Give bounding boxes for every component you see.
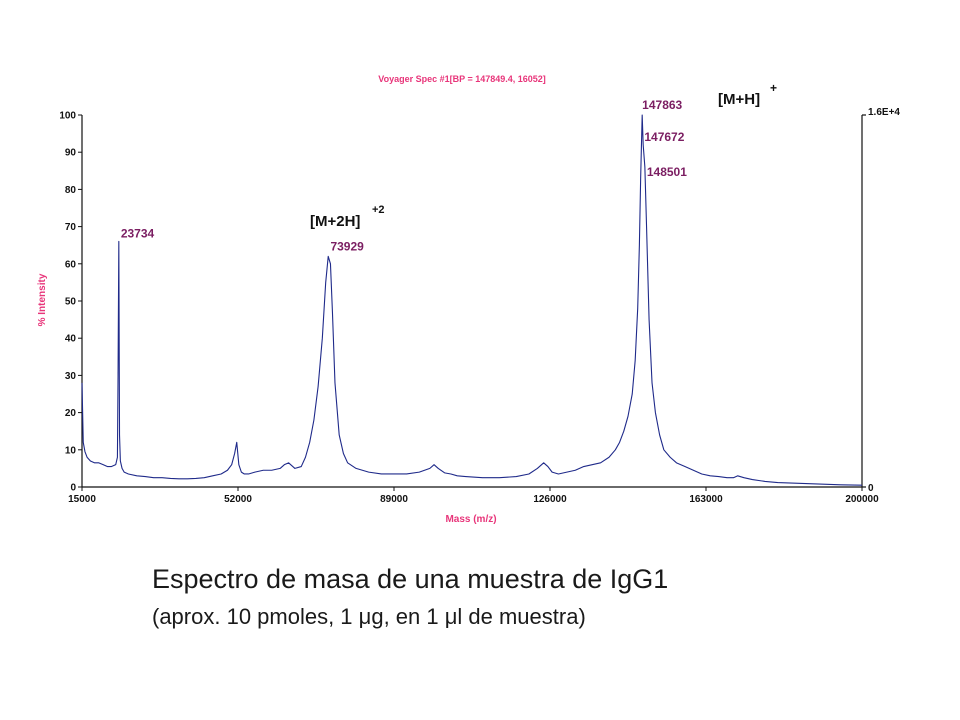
x-tick-label: 52000 [224,494,252,505]
y-tick-label: 50 [65,297,77,308]
y-tick-label: 30 [65,371,77,382]
ion-label-mh-superscript: + [770,81,777,95]
y-tick-label: 10 [65,445,77,456]
mass-spectrum-chart: Voyager Spec #1[BP = 147849.4, 16052] % … [37,74,900,525]
right-axis-bottom-label: 0 [868,483,874,494]
x-tick-label: 200000 [845,494,879,505]
ion-label-mh-text: [M+H] [718,91,760,108]
x-tick-label: 163000 [689,494,723,505]
x-axis-label: Mass (m/z) [445,514,496,525]
peak-label: 73929 [330,239,364,253]
peak-label: 147672 [644,130,684,144]
y-tick-label: 100 [59,111,76,122]
y-tick-label: 40 [65,334,77,345]
caption-subtitle: (aprox. 10 pmoles, 1 μg, en 1 μl de mues… [152,604,586,629]
y-axis-label: % Intensity [37,273,48,326]
x-tick-label: 15000 [68,494,96,505]
peak-label: 23734 [121,226,155,240]
ion-label-mh: [M+H] + [718,81,777,108]
caption-title: Espectro de masa de una muestra de IgG1 [152,564,669,594]
y-tick-label: 0 [70,483,76,494]
plot-area: 0 10 20 30 40 50 60 70 80 90 100 15000 52000 89000 126… [59,98,879,505]
y-tick-label: 70 [65,222,77,233]
y-tick-label: 90 [65,148,77,159]
x-tick-label: 89000 [380,494,408,505]
ion-label-m2h-text: [M+2H] [310,213,360,230]
ion-label-m2h: [M+2H] +2 [310,204,385,230]
chart-title: Voyager Spec #1[BP = 147849.4, 16052] [378,74,546,84]
right-axis-top-label: 1.6E+4 [868,107,900,118]
spectrum-trace [81,114,863,486]
x-tick-label: 126000 [533,494,567,505]
peak-label: 148501 [647,165,687,179]
ion-label-m2h-superscript: +2 [372,204,385,216]
y-tick-label: 60 [65,259,77,270]
y-tick-label: 20 [65,408,77,419]
peak-label: 147863 [642,98,682,112]
y-tick-label: 80 [65,185,77,196]
